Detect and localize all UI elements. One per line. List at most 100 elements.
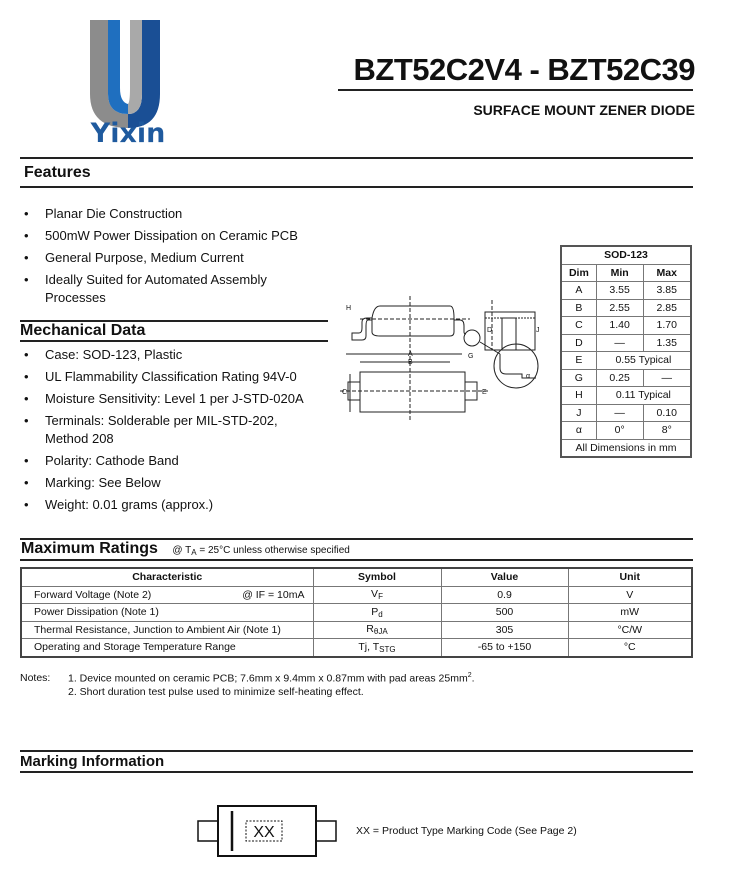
package-outline-drawing: A B C D E G H J α bbox=[340, 296, 540, 420]
cell: 0.55 Typical bbox=[595, 351, 692, 370]
cell: Operating and Storage Temperature Range bbox=[20, 638, 314, 657]
divider bbox=[20, 157, 693, 159]
sym-sub: θJA bbox=[373, 627, 388, 637]
col-header: Characteristic bbox=[20, 567, 314, 587]
cell: — bbox=[595, 333, 644, 352]
cell: Forward Voltage (Note 2) @ IF = 10mA bbox=[20, 585, 314, 604]
cell: 1.35 bbox=[642, 333, 692, 352]
note-sup: 2 bbox=[467, 672, 472, 679]
dim-label-b: B bbox=[408, 359, 413, 366]
cell: Pd bbox=[312, 603, 442, 622]
max-header: Max bbox=[642, 263, 692, 282]
note-text: 1. Device mounted on ceramic PCB; 7.6mm … bbox=[68, 672, 468, 685]
sym: P bbox=[371, 605, 379, 618]
part-number-title: BZT52C2V4 - BZT52C39 bbox=[353, 52, 696, 87]
marking-legend: XX = Product Type Marking Code (See Page… bbox=[356, 825, 577, 837]
dim-header: Dim bbox=[560, 263, 597, 282]
cell: 2.85 bbox=[642, 298, 692, 317]
table-row: Thermal Resistance, Junction to Ambient … bbox=[20, 620, 693, 639]
table-row: α 0° 8° bbox=[560, 421, 692, 440]
divider bbox=[20, 320, 328, 322]
cell: °C/W bbox=[567, 620, 693, 639]
divider bbox=[20, 559, 693, 561]
cond-sub: A bbox=[191, 548, 197, 557]
cell: 0.25 bbox=[595, 368, 644, 387]
cell: 2.55 bbox=[595, 298, 644, 317]
col-header: Value bbox=[440, 567, 569, 587]
mechanical-item: UL Flammability Classification Rating 94… bbox=[20, 368, 320, 386]
note-1: 1. Device mounted on ceramic PCB; 7.6mm … bbox=[68, 672, 475, 685]
marking-diagram: XX bbox=[197, 805, 337, 857]
table-row: A 3.55 3.85 bbox=[560, 281, 692, 300]
cell: E bbox=[560, 351, 597, 370]
note-2: 2. Short duration test pulse used to min… bbox=[68, 686, 364, 698]
cond-text: @ IF = 10mA bbox=[242, 588, 305, 601]
col-header: Unit bbox=[567, 567, 693, 587]
feature-item: 500mW Power Dissipation on Ceramic PCB bbox=[20, 227, 310, 245]
cell: Power Dissipation (Note 1) bbox=[20, 603, 314, 622]
table-row: H 0.11 Typical bbox=[560, 386, 692, 405]
max-ratings-header: Maximum Ratings @ TA = 25°C unless other… bbox=[21, 540, 350, 558]
sym-sub: F bbox=[378, 592, 383, 602]
cell: 305 bbox=[440, 620, 569, 639]
table-row: Forward Voltage (Note 2) @ IF = 10mA VF 0.9… bbox=[20, 585, 693, 604]
dim-label-j: J bbox=[536, 327, 540, 334]
mechanical-item: Polarity: Cathode Band bbox=[20, 452, 320, 470]
mechanical-item: Case: SOD-123, Plastic bbox=[20, 346, 320, 364]
sym: V bbox=[371, 588, 379, 601]
cell: V bbox=[567, 585, 693, 604]
marking-heading: Marking Information bbox=[20, 753, 165, 770]
cell: RθJA bbox=[312, 620, 442, 639]
table-row: Power Dissipation (Note 1) Pd 500 mW bbox=[20, 603, 693, 622]
dim-label-e: E bbox=[482, 389, 487, 396]
cell: 0.9 bbox=[440, 585, 569, 604]
mechanical-item: Moisture Sensitivity: Level 1 per J-STD-… bbox=[20, 390, 320, 408]
mechanical-item: Terminals: Solderable per MIL-STD-202, M… bbox=[20, 412, 320, 448]
cell: Thermal Resistance, Junction to Ambient … bbox=[20, 620, 314, 639]
cell: — bbox=[595, 403, 644, 422]
subtitle: SURFACE MOUNT ZENER DIODE bbox=[473, 102, 695, 118]
cell: VF bbox=[312, 585, 442, 604]
cell: J bbox=[560, 403, 597, 422]
cell: 8° bbox=[642, 421, 692, 440]
cell: -65 to +150 bbox=[440, 638, 569, 657]
cell: 0.11 Typical bbox=[595, 386, 692, 405]
table-row: J —0.10 bbox=[560, 403, 692, 422]
cell: °C bbox=[567, 638, 693, 657]
features-heading: Features bbox=[24, 164, 91, 181]
dim-label-h: H bbox=[346, 305, 351, 312]
max-ratings-heading: Maximum Ratings bbox=[21, 540, 158, 557]
marking-code: XX bbox=[253, 824, 275, 841]
mechanical-item: Weight: 0.01 grams (approx.) bbox=[20, 496, 320, 514]
sym-sub: d bbox=[378, 609, 383, 619]
table-row: D —1.35 bbox=[560, 333, 692, 352]
dim-table-footer: All Dimensions in mm bbox=[560, 438, 692, 458]
col-header: Symbol bbox=[312, 567, 442, 587]
divider bbox=[20, 771, 693, 773]
sym: R bbox=[366, 623, 374, 636]
divider bbox=[20, 750, 693, 752]
dim-label-a: A bbox=[408, 351, 413, 358]
min-header: Min bbox=[595, 263, 644, 282]
cell: 500 bbox=[440, 603, 569, 622]
mechanical-heading: Mechanical Data bbox=[20, 322, 146, 339]
title-divider bbox=[338, 89, 693, 91]
cell: 3.55 bbox=[595, 281, 644, 300]
yixin-logo: Yixin bbox=[90, 20, 165, 149]
sym: Tj, T bbox=[358, 640, 380, 653]
max-ratings-table: Characteristic Symbol Value Unit Forward Vo… bbox=[20, 567, 693, 658]
cell: 1.40 bbox=[595, 316, 644, 335]
cell: mW bbox=[567, 603, 693, 622]
note-end: . bbox=[471, 672, 475, 685]
table-row: G 0.25— bbox=[560, 368, 692, 387]
sym-sub: STG bbox=[379, 644, 396, 654]
mechanical-list: Case: SOD-123, Plastic UL Flammability C… bbox=[20, 346, 320, 518]
dim-table-title: SOD-123 bbox=[560, 245, 692, 265]
divider bbox=[20, 186, 693, 188]
cell: H bbox=[560, 386, 597, 405]
divider bbox=[20, 340, 328, 342]
mechanical-item: Marking: See Below bbox=[20, 474, 320, 492]
cell: Tj, TSTG bbox=[312, 638, 442, 657]
